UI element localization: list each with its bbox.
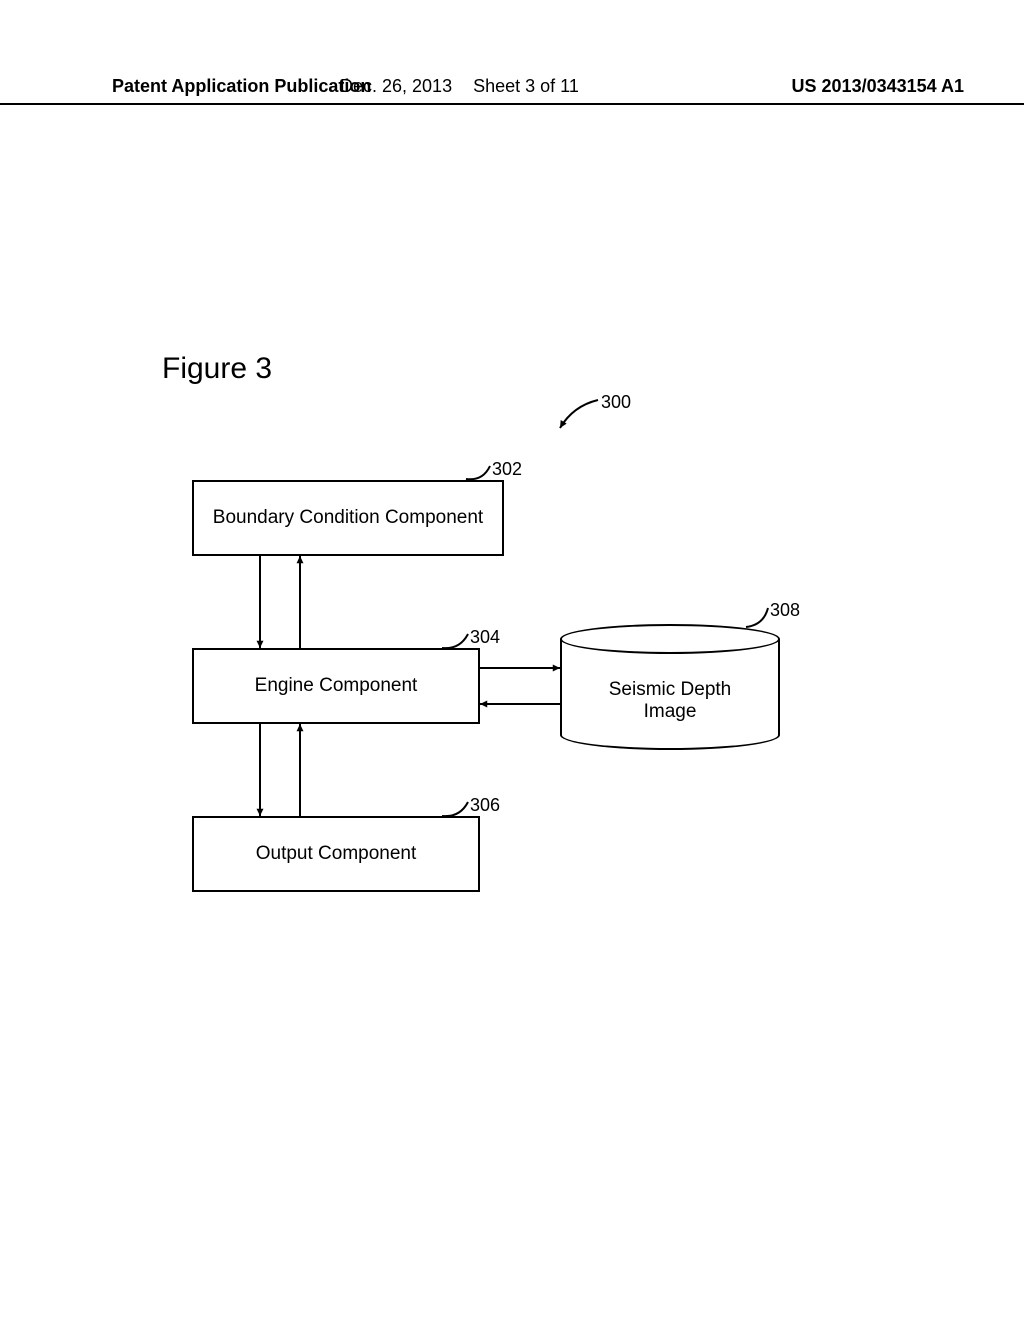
cylinder-label-line2: Image xyxy=(644,701,697,722)
cylinder-label: Seismic Depth Image xyxy=(609,679,732,723)
arrows-svg xyxy=(0,0,1024,1320)
cylinder-seismic-db: Seismic Depth Image xyxy=(560,624,780,750)
cylinder-top xyxy=(560,624,780,654)
cylinder-body: Seismic Depth Image xyxy=(560,639,780,750)
diagram-container: 300 Boundary Condition Component 302 Eng… xyxy=(0,0,1024,1320)
cylinder-label-line1: Seismic Depth xyxy=(609,679,732,700)
